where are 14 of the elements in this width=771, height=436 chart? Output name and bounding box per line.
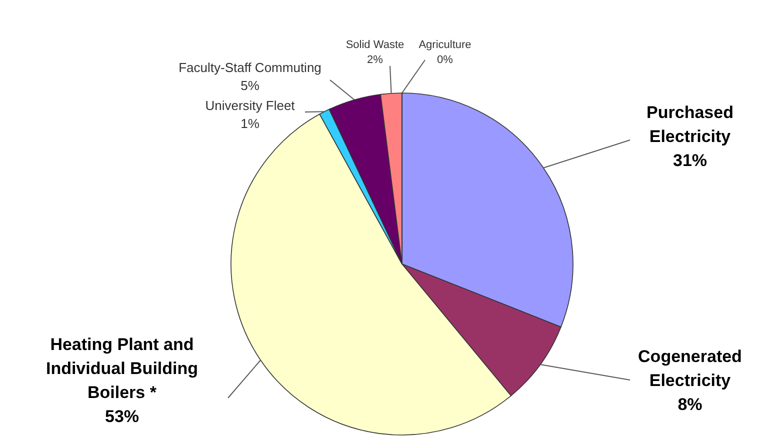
data-label: 5% <box>240 78 260 93</box>
slice-label: Faculty-Staff Commuting <box>178 60 322 75</box>
slice-label: Cogenerated Electricity <box>638 347 742 390</box>
category-label: Agriculture <box>418 39 472 51</box>
data-label: 8% <box>678 395 702 414</box>
slice-label: Purchased Electricity <box>646 103 734 146</box>
slice-label: University Fleet <box>205 98 296 113</box>
slice-label: Solid Waste <box>346 39 404 51</box>
data-label: 53% <box>104 407 140 426</box>
data-label: 1% <box>240 116 260 131</box>
data-label: 2% <box>367 54 384 66</box>
text: 0% <box>437 54 453 66</box>
slice-label: Heating Plant and Individual Building Boilers * <box>46 335 198 402</box>
data-label: 31% <box>672 151 708 170</box>
